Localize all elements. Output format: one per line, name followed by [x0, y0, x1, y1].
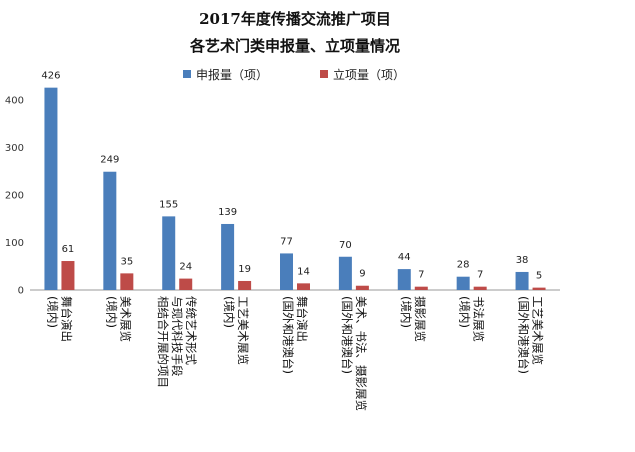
category-label: (境内) [458, 296, 472, 328]
bar-approved [355, 285, 369, 290]
category-label: 舞台演出 [59, 296, 73, 342]
category-labels: (境内) 舞台演出 (境内) 美术展览 相结合开展的项目 与现代科技手段 传统艺术形式 (境内… [45, 296, 544, 411]
category-label: 摄影展览 [413, 296, 427, 342]
data-label-approved: 35 [120, 256, 133, 267]
legend-swatch-approved [320, 70, 328, 78]
bar-approved [414, 286, 428, 290]
chart-title-line-2: 各艺术门类申报量、立项量情况 [189, 37, 400, 55]
bar-approved [61, 261, 75, 290]
data-label-applications: 28 [457, 260, 470, 271]
bar-applications [280, 253, 293, 290]
data-label-approved: 7 [418, 270, 424, 281]
category-label: (国外和港澳台) [517, 296, 531, 374]
y-tick-label: 200 [5, 191, 24, 202]
data-label-applications: 139 [218, 207, 237, 218]
data-label-applications: 155 [159, 199, 178, 210]
data-labels: 426 61 249 35 155 24 139 19 77 14 70 9 44 7 28 7 38 5 [41, 71, 542, 282]
bar-applications [397, 269, 411, 290]
bar-approved [238, 280, 252, 290]
data-label-applications: 38 [516, 255, 529, 266]
category-label: 舞台演出 [295, 296, 309, 342]
data-label-approved: 61 [62, 244, 75, 255]
bar-approved [473, 286, 487, 290]
category-label: 与现代科技手段 [170, 296, 184, 377]
bar-applications [515, 271, 529, 290]
category-label: 书法展览 [472, 296, 486, 342]
legend-swatch-applications [183, 70, 191, 78]
category-label: 工艺美术展览 [531, 296, 545, 365]
bar-applications [221, 223, 235, 290]
bar-applications [103, 171, 117, 290]
bar-applications [338, 256, 352, 290]
data-label-approved: 14 [297, 266, 310, 277]
bar-applications [44, 87, 58, 291]
category-label: 传统艺术形式 [184, 296, 198, 365]
y-tick-label: 0 [18, 286, 24, 297]
bars [44, 87, 546, 291]
bar-approved [297, 283, 310, 290]
bar-approved [532, 287, 546, 290]
legend-label-approved: 立项量（项） [333, 67, 405, 82]
y-tick-label: 300 [5, 143, 24, 154]
category-label: (国外和港澳台) [340, 296, 354, 374]
legend: 申报量（项） 立项量（项） [183, 67, 405, 82]
category-label: 美术展览 [118, 296, 132, 342]
bar-approved [120, 273, 134, 290]
data-label-approved: 5 [536, 271, 542, 282]
category-label: (境内) [104, 296, 118, 328]
chart-title-line-1: 2017年度传播交流推广项目 [199, 10, 391, 28]
category-label: 美术、书法、摄影展览 [354, 296, 368, 411]
data-label-applications: 70 [339, 240, 352, 251]
category-label: (境内) [222, 296, 236, 328]
y-tick-label: 400 [5, 96, 24, 107]
bar-approved [179, 278, 193, 290]
bar-applications [456, 276, 470, 290]
data-label-approved: 19 [238, 264, 251, 275]
data-label-approved: 24 [179, 262, 192, 273]
category-label: (境内) [45, 296, 59, 328]
bar-applications [162, 216, 176, 290]
category-label: (国外和港澳台) [281, 296, 295, 374]
data-label-applications: 426 [41, 71, 60, 82]
category-label: (境内) [399, 296, 413, 328]
data-label-applications: 77 [280, 236, 293, 247]
data-label-approved: 9 [359, 269, 365, 280]
category-label: 工艺美术展览 [236, 296, 250, 365]
data-label-applications: 44 [398, 252, 411, 263]
data-label-approved: 7 [477, 270, 483, 281]
category-label: 相结合开展的项目 [156, 296, 170, 388]
y-tick-label: 100 [5, 238, 24, 249]
axes: 0 100 200 300 400 [5, 96, 560, 297]
legend-label-applications: 申报量（项） [196, 67, 268, 82]
data-label-applications: 249 [100, 155, 119, 166]
